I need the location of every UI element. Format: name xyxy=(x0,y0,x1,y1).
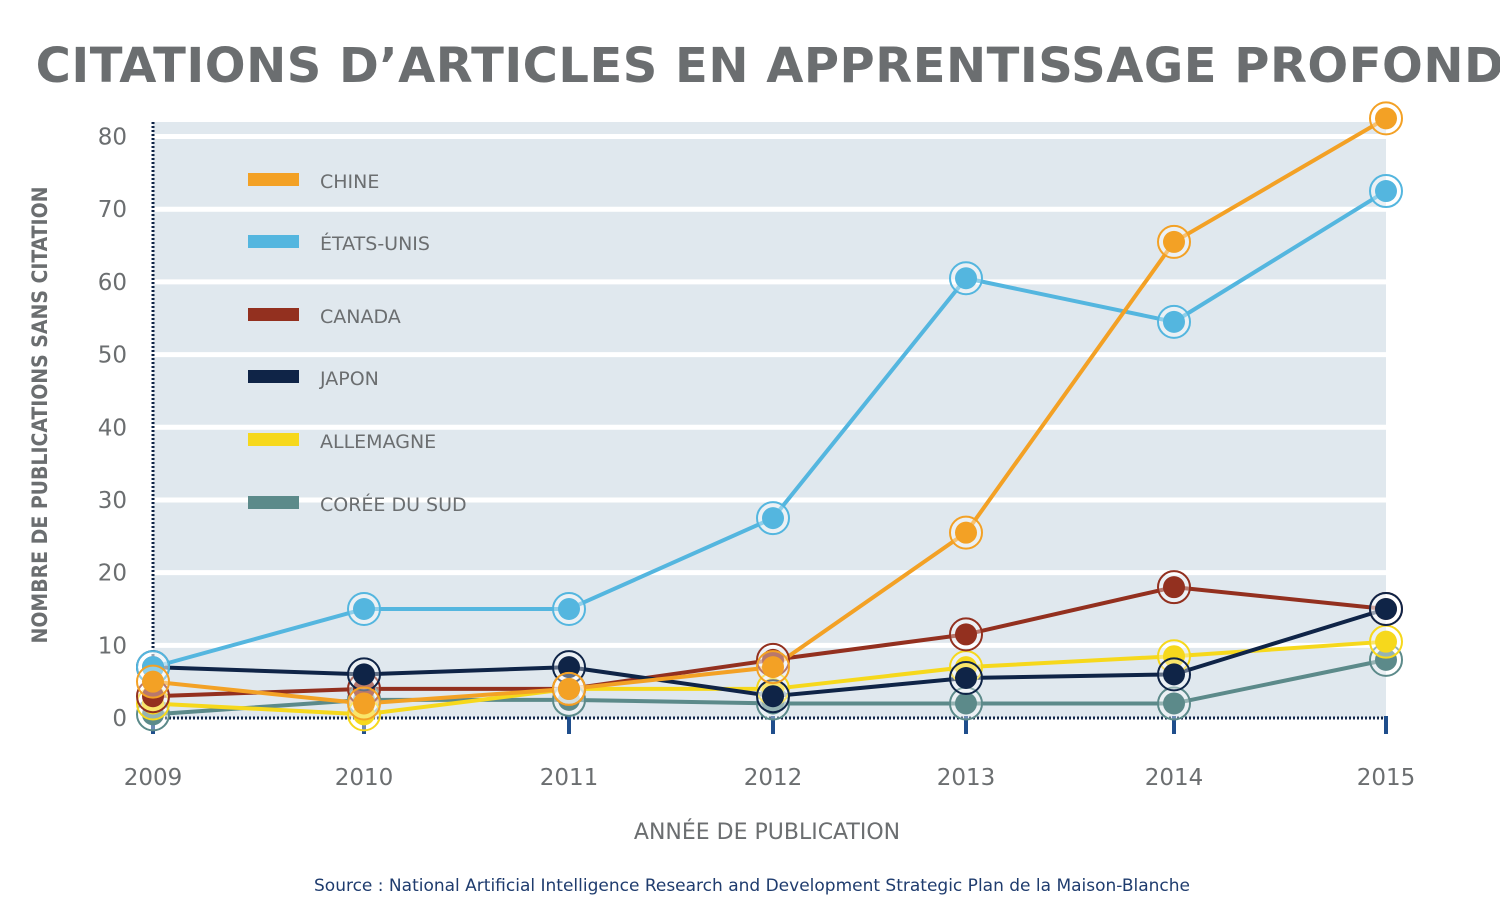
legend-swatch-4 xyxy=(248,433,299,446)
y-tick-label-70: 70 xyxy=(98,197,127,223)
marker-0-2011 xyxy=(558,677,580,700)
legend-swatch-3 xyxy=(248,370,299,383)
x-tick-label-2009: 2009 xyxy=(124,765,183,791)
marker-2-2013 xyxy=(955,623,977,646)
marker-5-2013 xyxy=(955,692,977,715)
y-tick-label-10: 10 xyxy=(98,633,127,659)
marker-5-2014 xyxy=(1163,692,1185,715)
marker-0-2013 xyxy=(955,521,977,544)
legend-swatch-1 xyxy=(248,235,299,248)
marker-1-2013 xyxy=(955,267,977,290)
legend-label-5: CORÉE DU SUD xyxy=(320,493,467,516)
marker-0-2012 xyxy=(762,656,784,679)
x-tick-label-2015: 2015 xyxy=(1357,765,1416,791)
x-tick-label-2013: 2013 xyxy=(937,765,996,791)
y-tick-label-50: 50 xyxy=(98,343,127,369)
marker-1-2015 xyxy=(1375,180,1397,203)
marker-1-2010 xyxy=(353,597,375,620)
x-tick-label-2010: 2010 xyxy=(335,765,394,791)
marker-4-2014 xyxy=(1163,645,1185,668)
source-note: Source : National Artificial Intelligenc… xyxy=(314,876,1190,896)
marker-3-2012 xyxy=(762,685,784,708)
marker-3-2010 xyxy=(353,663,375,686)
y-tick-label-40: 40 xyxy=(98,415,127,441)
marker-5-2015 xyxy=(1375,648,1397,671)
marker-1-2011 xyxy=(558,597,580,620)
marker-0-2010 xyxy=(353,692,375,715)
y-tick-label-0: 0 xyxy=(112,706,127,732)
legend-label-1: ÉTATS-UNIS xyxy=(320,232,430,255)
legend-swatch-0 xyxy=(248,173,299,186)
legend-label-4: ALLEMAGNE xyxy=(320,431,436,453)
marker-0-2009 xyxy=(142,670,164,693)
y-tick-label-60: 60 xyxy=(98,270,127,296)
x-tick-label-2014: 2014 xyxy=(1145,765,1204,791)
y-tick-label-80: 80 xyxy=(98,125,127,151)
marker-3-2015 xyxy=(1375,597,1397,620)
y-tick-label-20: 20 xyxy=(98,561,127,587)
marker-0-2015 xyxy=(1375,107,1397,130)
legend-label-0: CHINE xyxy=(320,171,379,193)
marker-2-2014 xyxy=(1163,576,1185,599)
y-tick-label-30: 30 xyxy=(98,488,127,514)
x-tick-label-2011: 2011 xyxy=(540,765,599,791)
chart-title: CITATIONS D’ARTICLES EN APPRENTISSAGE PR… xyxy=(35,38,1500,94)
marker-0-2014 xyxy=(1163,230,1185,253)
legend-label-3: JAPON xyxy=(319,368,379,390)
x-tick-label-2012: 2012 xyxy=(744,765,803,791)
legend-swatch-5 xyxy=(248,496,299,509)
marker-3-2013 xyxy=(955,667,977,690)
plot-background xyxy=(153,122,1386,718)
legend-swatch-2 xyxy=(248,308,299,321)
marker-3-2011 xyxy=(558,656,580,679)
legend-label-2: CANADA xyxy=(320,306,401,328)
marker-4-2015 xyxy=(1375,630,1397,653)
marker-3-2014 xyxy=(1163,663,1185,686)
marker-1-2012 xyxy=(762,507,784,530)
marker-1-2014 xyxy=(1163,310,1185,333)
x-axis-label: ANNÉE DE PUBLICATION xyxy=(633,820,901,845)
